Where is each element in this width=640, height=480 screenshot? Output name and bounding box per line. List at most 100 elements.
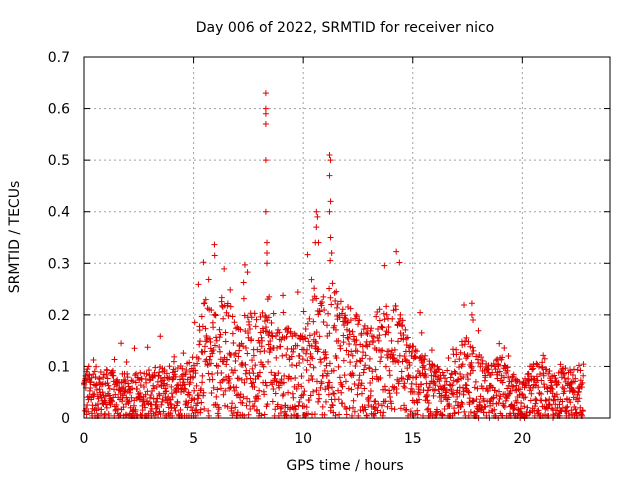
data-point xyxy=(190,362,197,369)
data-point xyxy=(503,395,510,402)
data-point xyxy=(226,385,233,392)
data-point xyxy=(290,346,297,353)
data-point xyxy=(329,280,336,287)
data-point xyxy=(243,367,250,374)
data-point xyxy=(441,382,448,389)
data-point xyxy=(146,377,153,384)
data-point xyxy=(262,208,269,215)
data-point xyxy=(508,378,515,385)
data-point xyxy=(346,327,353,334)
data-point xyxy=(177,407,184,414)
data-point xyxy=(225,373,232,380)
data-point xyxy=(459,401,466,408)
data-point xyxy=(262,121,269,128)
data-point xyxy=(540,352,547,359)
data-point xyxy=(322,351,329,358)
data-point xyxy=(210,324,217,331)
data-point xyxy=(291,403,298,410)
data-point xyxy=(387,394,394,401)
data-point xyxy=(261,391,268,398)
data-point xyxy=(443,386,450,393)
data-point xyxy=(205,370,212,377)
data-point xyxy=(378,324,385,331)
data-point xyxy=(375,400,382,407)
data-point xyxy=(310,388,317,395)
data-point xyxy=(262,157,269,164)
data-point xyxy=(324,370,331,377)
data-point xyxy=(331,289,338,296)
data-point xyxy=(567,399,574,406)
data-point xyxy=(218,369,225,376)
data-point xyxy=(213,393,220,400)
data-point xyxy=(366,341,373,348)
data-point xyxy=(204,336,211,343)
data-point xyxy=(255,373,262,380)
data-point xyxy=(499,379,506,386)
data-point xyxy=(466,401,473,408)
data-point xyxy=(250,352,257,359)
data-point xyxy=(470,397,477,404)
data-point xyxy=(321,367,328,374)
data-point xyxy=(449,346,456,353)
data-point xyxy=(309,376,316,383)
data-point xyxy=(478,354,485,361)
data-point xyxy=(391,346,398,353)
data-point xyxy=(144,398,151,405)
data-point xyxy=(125,380,132,387)
data-point xyxy=(277,343,284,350)
data-point xyxy=(172,407,179,414)
data-point xyxy=(313,329,320,336)
data-point xyxy=(223,361,230,368)
axis-ticks: 0 0.1 0.2 0.3 0.4 0.5 0.6 0.7 0 5 10 15 20 xyxy=(48,50,610,447)
data-point xyxy=(354,385,361,392)
data-point xyxy=(258,412,265,419)
data-point xyxy=(208,360,215,367)
data-point xyxy=(307,350,314,357)
data-point xyxy=(572,375,579,382)
data-point xyxy=(433,411,440,418)
data-point xyxy=(304,357,311,364)
data-point xyxy=(85,375,92,382)
data-point xyxy=(313,387,320,394)
data-point xyxy=(259,309,266,316)
data-point xyxy=(262,110,269,117)
data-point xyxy=(132,406,139,413)
data-point xyxy=(224,356,231,363)
data-point xyxy=(449,390,456,397)
data-point xyxy=(456,364,463,371)
data-point xyxy=(496,368,503,375)
data-point xyxy=(327,234,334,241)
data-point xyxy=(118,385,125,392)
data-point xyxy=(216,334,223,341)
data-point xyxy=(348,386,355,393)
data-point xyxy=(364,330,371,337)
data-point xyxy=(455,376,462,383)
data-point xyxy=(378,402,385,409)
data-point xyxy=(202,296,209,303)
data-point xyxy=(336,411,343,418)
data-point xyxy=(186,368,193,375)
data-point xyxy=(392,306,399,313)
data-point xyxy=(464,376,471,383)
data-point xyxy=(351,380,358,387)
data-point xyxy=(330,409,337,416)
data-point xyxy=(326,208,333,215)
data-point xyxy=(511,404,518,411)
data-point xyxy=(360,326,367,333)
data-point xyxy=(389,315,396,322)
data-point xyxy=(235,353,242,360)
data-point xyxy=(323,362,330,369)
data-point xyxy=(505,374,512,381)
data-point xyxy=(213,337,220,344)
data-point xyxy=(335,337,342,344)
data-point xyxy=(533,360,540,367)
data-point xyxy=(129,385,136,392)
data-point xyxy=(292,406,299,413)
data-point xyxy=(321,411,328,418)
data-point xyxy=(414,407,421,414)
data-point xyxy=(251,398,258,405)
chart-title: Day 006 of 2022, SRMTID for receiver nic… xyxy=(196,20,494,36)
data-point xyxy=(451,409,458,416)
data-point xyxy=(273,354,280,361)
data-point xyxy=(212,311,219,318)
